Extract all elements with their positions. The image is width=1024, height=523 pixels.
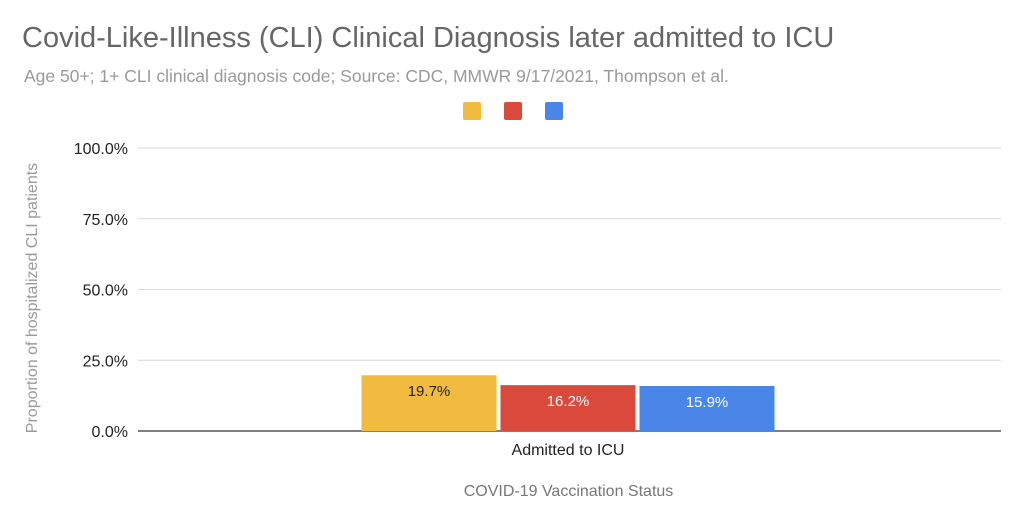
bar-data-label: 16.2% (547, 393, 590, 410)
chart-legend (0, 102, 1024, 126)
y-tick-label: 75.0% (83, 212, 128, 229)
x-axis-label: COVID-19 Vaccination Status (463, 483, 674, 500)
y-tick-label: 50.0% (83, 283, 128, 300)
chart-subtitle: Age 50+; 1+ CLI clinical diagnosis code;… (24, 66, 729, 86)
legend-swatch-series-2 (504, 102, 522, 120)
y-tick-label: 0.0% (92, 424, 128, 441)
legend-swatch-series-3 (545, 102, 563, 120)
chart-title: Covid-Like-Illness (CLI) Clinical Diagno… (22, 22, 835, 54)
bar-series-3 (639, 386, 775, 431)
y-tick-label: 25.0% (83, 353, 128, 370)
x-category-label: Admitted to ICU (512, 442, 625, 459)
bar-series-1 (361, 375, 497, 431)
bar-data-label: 15.9% (686, 394, 729, 411)
bar-series-2 (500, 385, 636, 431)
y-tick-label: 100.0% (74, 141, 128, 158)
legend-swatch-series-1 (463, 102, 481, 120)
bar-data-label: 19.7% (408, 383, 451, 400)
